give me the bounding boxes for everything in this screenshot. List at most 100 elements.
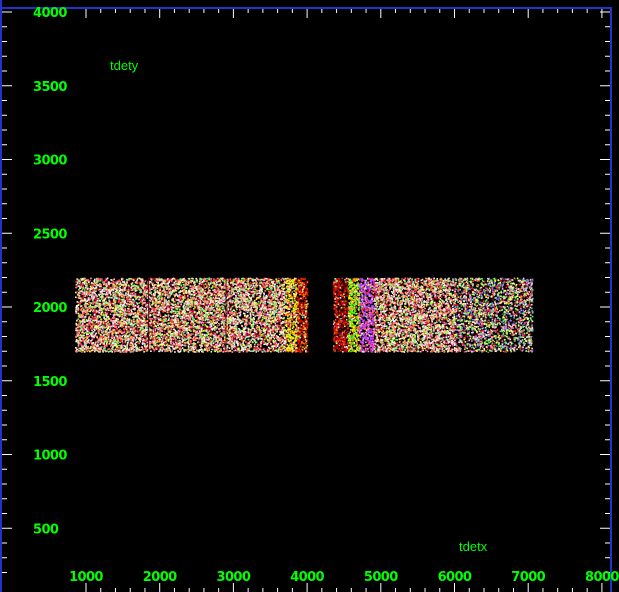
event-point: [167, 295, 169, 297]
event-point: [114, 304, 117, 307]
event-point: [75, 283, 78, 286]
event-point: [154, 310, 157, 312]
event-point: [258, 326, 261, 328]
event-point: [234, 298, 236, 300]
event-point: [241, 349, 243, 351]
event-point: [179, 327, 181, 330]
event-point: [92, 334, 95, 336]
event-point: [285, 331, 287, 333]
event-point: [201, 318, 204, 320]
event-point: [177, 321, 179, 324]
event-point: [159, 293, 161, 296]
event-point: [176, 342, 179, 345]
event-point: [237, 343, 240, 345]
event-point: [114, 336, 117, 338]
event-point: [143, 331, 145, 333]
event-point: [234, 349, 237, 352]
event-point: [135, 349, 137, 351]
event-point: [307, 317, 309, 319]
event-point: [282, 335, 284, 337]
event-point: [187, 351, 190, 353]
event-point: [268, 303, 271, 305]
event-point: [119, 329, 121, 331]
event-point: [260, 320, 263, 322]
event-point: [104, 349, 106, 352]
event-point: [152, 307, 155, 310]
event-point: [200, 315, 203, 318]
event-point: [185, 338, 187, 340]
event-point: [124, 322, 126, 325]
event-point: [255, 298, 258, 301]
event-point: [156, 346, 158, 348]
event-point: [291, 327, 294, 329]
event-point: [245, 286, 247, 288]
event-point: [249, 350, 252, 352]
event-point: [228, 322, 230, 325]
event-point: [165, 320, 168, 322]
event-point: [238, 328, 240, 330]
event-point: [124, 286, 127, 288]
event-point: [108, 288, 111, 291]
event-point: [206, 329, 208, 332]
event-point: [191, 346, 194, 349]
event-point: [305, 297, 307, 299]
event-point: [179, 281, 182, 284]
event-point: [98, 284, 100, 287]
event-point: [80, 316, 82, 318]
event-point: [130, 309, 132, 311]
event-point: [280, 350, 282, 353]
event-point: [262, 321, 264, 323]
event-point: [163, 330, 165, 332]
event-point: [91, 285, 94, 288]
event-point: [283, 316, 285, 319]
event-point: [272, 285, 274, 288]
event-point: [281, 326, 283, 329]
event-point: [78, 314, 80, 317]
event-point: [98, 328, 101, 331]
event-point: [222, 315, 224, 317]
event-point: [122, 319, 125, 321]
event-point: [101, 338, 103, 340]
event-point: [196, 326, 198, 329]
event-point: [306, 325, 309, 327]
event-point: [77, 292, 80, 295]
event-point: [122, 296, 124, 298]
event-point: [180, 312, 183, 315]
event-point: [229, 278, 232, 281]
event-point: [125, 323, 128, 325]
event-point: [233, 288, 236, 291]
event-point: [280, 321, 282, 324]
event-point: [143, 318, 146, 320]
event-point: [166, 291, 168, 293]
event-point: [198, 325, 200, 328]
event-point: [245, 315, 248, 317]
event-point: [150, 335, 153, 338]
event-point: [103, 338, 105, 340]
event-point: [124, 305, 127, 307]
event-point: [292, 325, 295, 328]
event-point: [114, 302, 116, 305]
event-point: [120, 293, 123, 295]
event-point: [220, 299, 223, 301]
event-point: [77, 335, 79, 337]
event-point: [109, 348, 112, 350]
event-point: [113, 278, 115, 280]
event-point: [275, 278, 277, 280]
event-point: [297, 278, 300, 281]
event-point: [205, 333, 208, 336]
event-point: [161, 284, 164, 286]
event-point: [213, 332, 215, 334]
event-point: [252, 350, 254, 352]
event-point: [152, 341, 155, 344]
event-point: [133, 301, 135, 304]
event-point: [165, 318, 167, 320]
event-point: [200, 338, 203, 341]
event-point: [233, 349, 235, 352]
event-point: [256, 325, 259, 328]
event-point: [116, 282, 119, 285]
event-point: [85, 302, 88, 305]
event-point: [173, 319, 175, 322]
event-point: [292, 326, 295, 328]
event-point: [135, 285, 138, 287]
